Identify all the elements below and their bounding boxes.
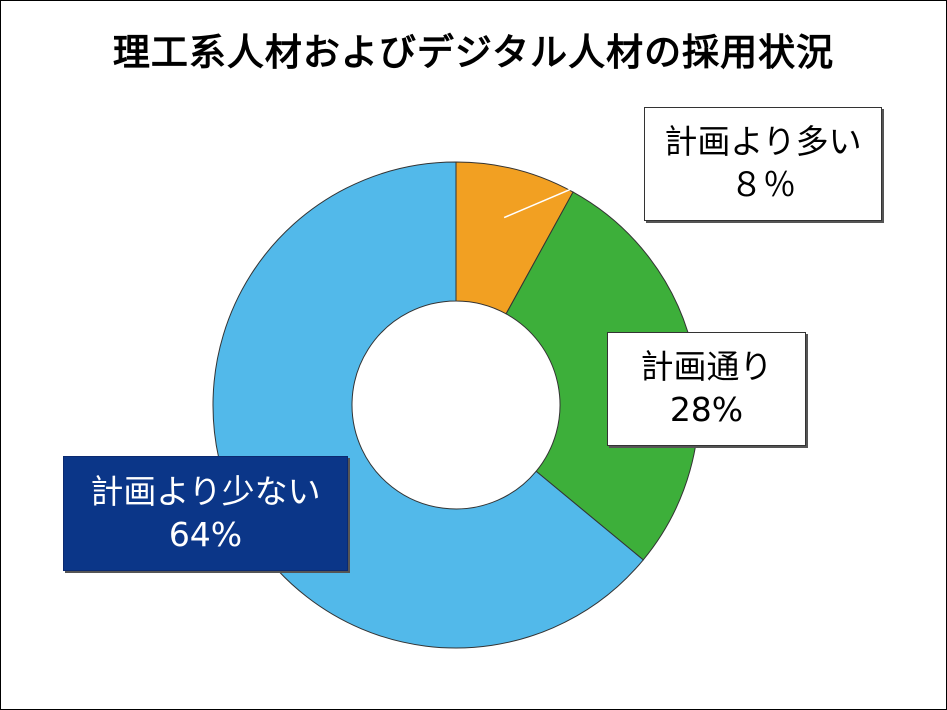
- slice-label-plan-value: 28%: [669, 390, 744, 429]
- slice-label-less-name: 計画より少ない: [90, 471, 321, 511]
- slice-label-plan-name: 計画通り: [640, 347, 773, 387]
- slice-label-more-name: 計画より多い: [664, 122, 862, 162]
- chart-title: 理工系人材およびデジタル人材の採用状況: [112, 31, 835, 74]
- slice-label-less-value: 64%: [168, 514, 243, 554]
- slice-label-plan: 計画通り 28%: [607, 332, 806, 446]
- slice-label-more: 計画より多い ８％: [644, 107, 882, 221]
- slice-plan: [505, 191, 700, 561]
- slice-label-more-value: ８％: [730, 165, 796, 204]
- leader-line-more: [503, 157, 645, 219]
- slice-label-less: 計画より少ない 64%: [63, 456, 348, 571]
